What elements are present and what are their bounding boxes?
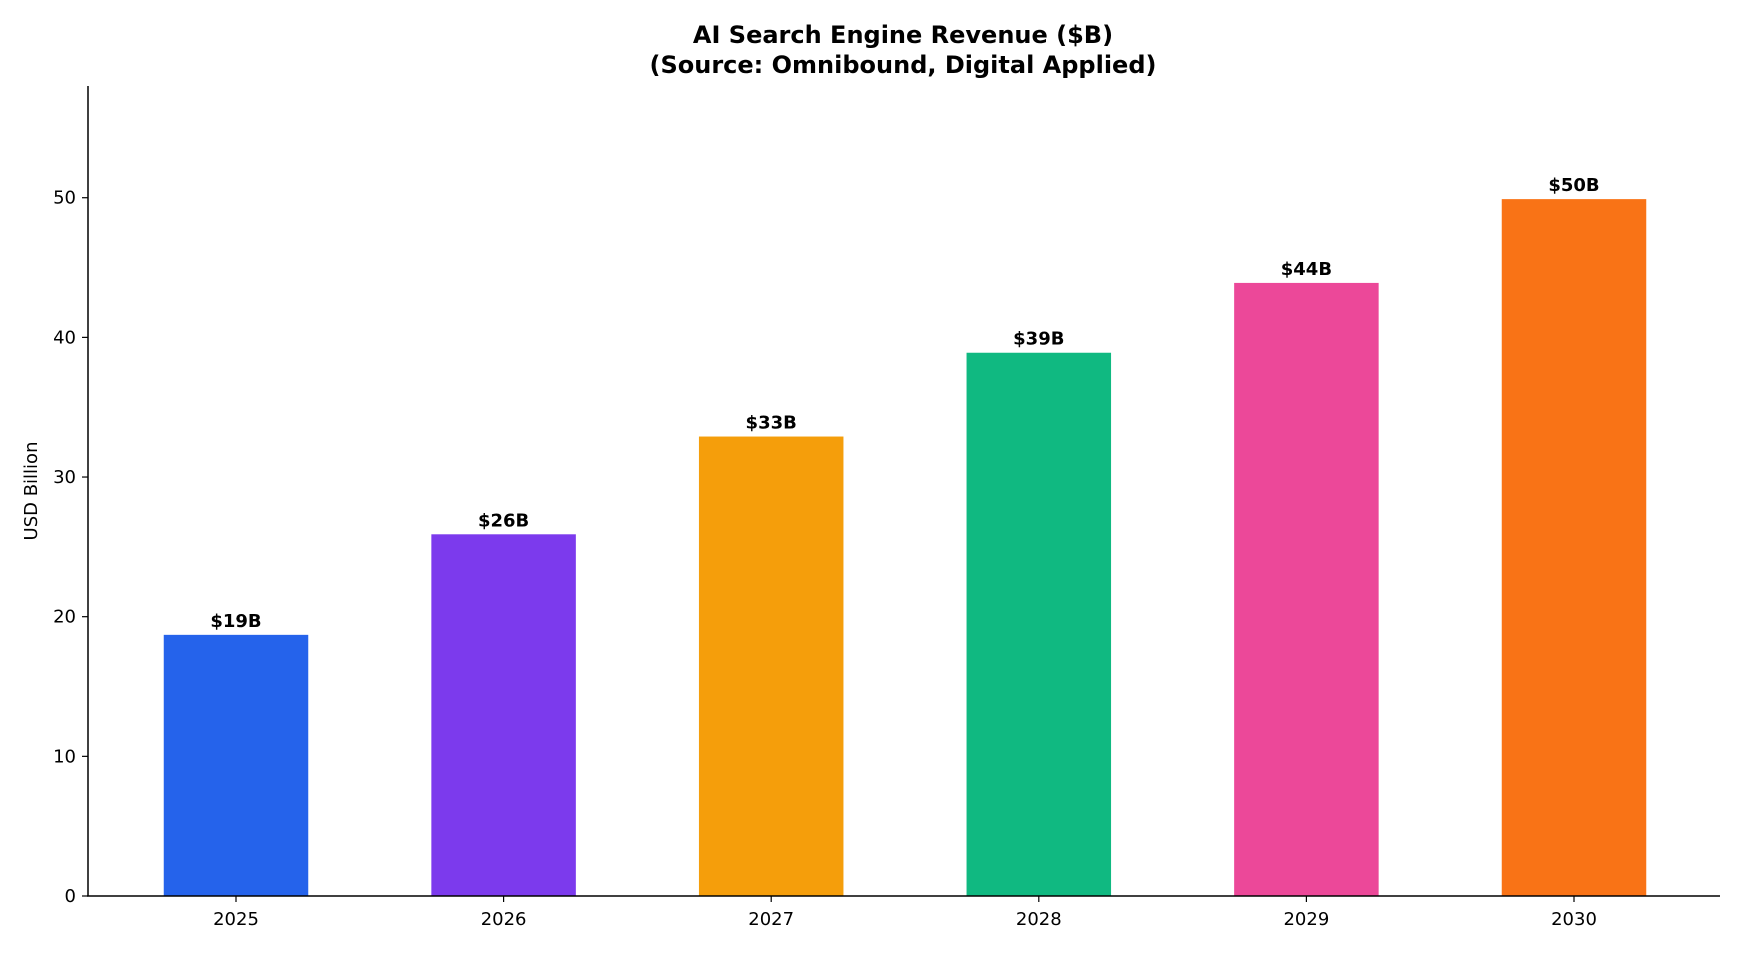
chart-title: AI Search Engine Revenue ($B) <box>693 21 1113 49</box>
y-tick-label: 40 <box>53 327 76 348</box>
data-labels-group: $19B $26B $33B $39B $44B $50B <box>210 175 1599 632</box>
data-label-2025: $19B <box>210 611 261 632</box>
bar-2026 <box>431 534 576 896</box>
x-ticks-group: 2025 2026 2027 2028 2029 2030 <box>213 896 1597 930</box>
y-tick-label: 30 <box>53 467 76 488</box>
bar-2027 <box>698 436 844 896</box>
data-label-2028: $39B <box>1013 329 1064 350</box>
chart-subtitle: (Source: Omnibound, Digital Applied) <box>650 51 1157 79</box>
bar-2025 <box>163 634 309 896</box>
data-label-2027: $33B <box>746 413 797 434</box>
data-label-2030: $50B <box>1548 175 1599 196</box>
bars-group <box>163 199 1647 896</box>
bar-2029 <box>1234 282 1379 896</box>
y-ticks-group: 0 10 20 30 40 50 <box>53 188 88 907</box>
y-tick-label: 0 <box>65 886 76 907</box>
x-tick-label: 2029 <box>1283 909 1329 930</box>
data-label-2029: $44B <box>1281 259 1332 280</box>
y-axis-label: USD Billion <box>21 442 42 541</box>
x-tick-label: 2028 <box>1016 909 1062 930</box>
y-tick-label: 20 <box>53 607 76 628</box>
bar-2030 <box>1501 199 1647 896</box>
x-tick-label: 2026 <box>481 909 527 930</box>
x-tick-label: 2025 <box>213 909 259 930</box>
x-tick-label: 2030 <box>1551 909 1597 930</box>
data-label-2026: $26B <box>478 510 529 531</box>
x-tick-label: 2027 <box>748 909 794 930</box>
bar-2028 <box>966 352 1112 896</box>
y-tick-label: 50 <box>53 188 76 209</box>
y-tick-label: 10 <box>53 746 76 767</box>
